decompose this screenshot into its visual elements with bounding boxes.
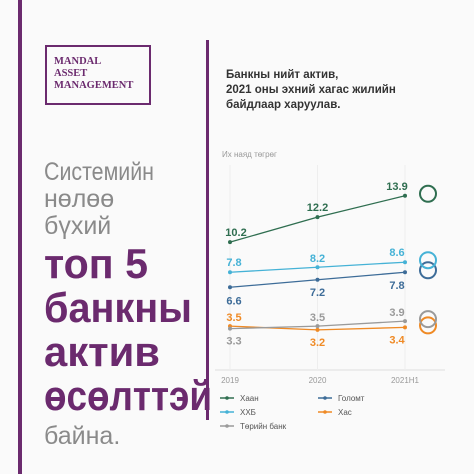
value-label: 3.2 <box>310 337 325 349</box>
legend-dot <box>225 424 229 428</box>
value-label: 3.3 <box>226 336 241 348</box>
logo-text: ASSET <box>54 68 87 79</box>
point <box>315 265 320 270</box>
x-tick-label: 2020 <box>309 376 327 385</box>
value-label: 10.2 <box>225 227 246 239</box>
point <box>403 260 407 265</box>
value-label: 7.8 <box>226 257 241 269</box>
chart-title: байдлаар харуулав. <box>226 99 340 111</box>
bank-icon <box>419 251 437 270</box>
x-tick-label: 2019 <box>221 376 239 385</box>
x-tick-label: 2021Н1 <box>391 376 420 385</box>
legend-label: Голомт <box>338 394 365 403</box>
value-label: 3.5 <box>310 312 325 324</box>
value-label: 7.2 <box>310 287 325 299</box>
point <box>315 277 320 282</box>
point <box>403 325 407 330</box>
point <box>228 270 232 275</box>
legend-label: ХХБ <box>240 408 256 417</box>
point <box>403 270 407 275</box>
value-label: 6.6 <box>226 295 241 307</box>
value-label: 8.6 <box>389 247 404 259</box>
point <box>228 240 232 245</box>
value-label: 13.9 <box>386 181 407 193</box>
point <box>315 327 320 332</box>
chart-title: Банкны нийт актив, <box>226 69 338 81</box>
point <box>403 319 407 324</box>
headline-bold: актив <box>44 328 160 375</box>
value-label: 7.8 <box>389 280 404 292</box>
point <box>228 285 232 290</box>
legend-dot <box>225 396 229 400</box>
point <box>315 324 320 329</box>
headline-bold: өсөлттэй <box>44 372 212 419</box>
value-label: 3.5 <box>226 312 241 324</box>
y-axis-label: Их наяд төгрөг <box>222 150 277 159</box>
value-label: 12.2 <box>307 202 328 214</box>
legend-label: Төрийн банк <box>240 422 287 431</box>
point <box>228 326 232 331</box>
headline: Системийн <box>44 158 154 186</box>
logo-text: MANDAL <box>54 56 101 67</box>
legend-label: Хаан <box>240 394 259 403</box>
value-label: 3.4 <box>389 334 405 346</box>
legend-label: Хас <box>338 408 352 417</box>
value-label: 8.2 <box>310 253 325 265</box>
headline: бүхий <box>44 212 111 240</box>
divider <box>206 40 209 420</box>
headline: байна. <box>44 422 120 450</box>
logo-box <box>45 45 151 105</box>
legend-dot <box>323 410 327 414</box>
legend-dot <box>323 396 327 400</box>
headline-bold: банкны <box>44 284 192 331</box>
bank-icon <box>419 316 437 335</box>
left-strip <box>18 0 22 474</box>
point <box>403 193 407 198</box>
legend-dot <box>225 410 229 414</box>
headline-bold: топ 5 <box>44 240 148 287</box>
chart-title: 2021 оны эхний хагас жилийн <box>226 84 396 96</box>
value-label: 3.9 <box>389 307 404 319</box>
bank-icon <box>419 261 437 280</box>
bank-icon <box>419 184 437 203</box>
bank-icon <box>419 310 437 329</box>
headline: нөлөө <box>44 185 114 213</box>
logo-text: MANAGEMENT <box>54 80 133 91</box>
point <box>315 215 320 220</box>
